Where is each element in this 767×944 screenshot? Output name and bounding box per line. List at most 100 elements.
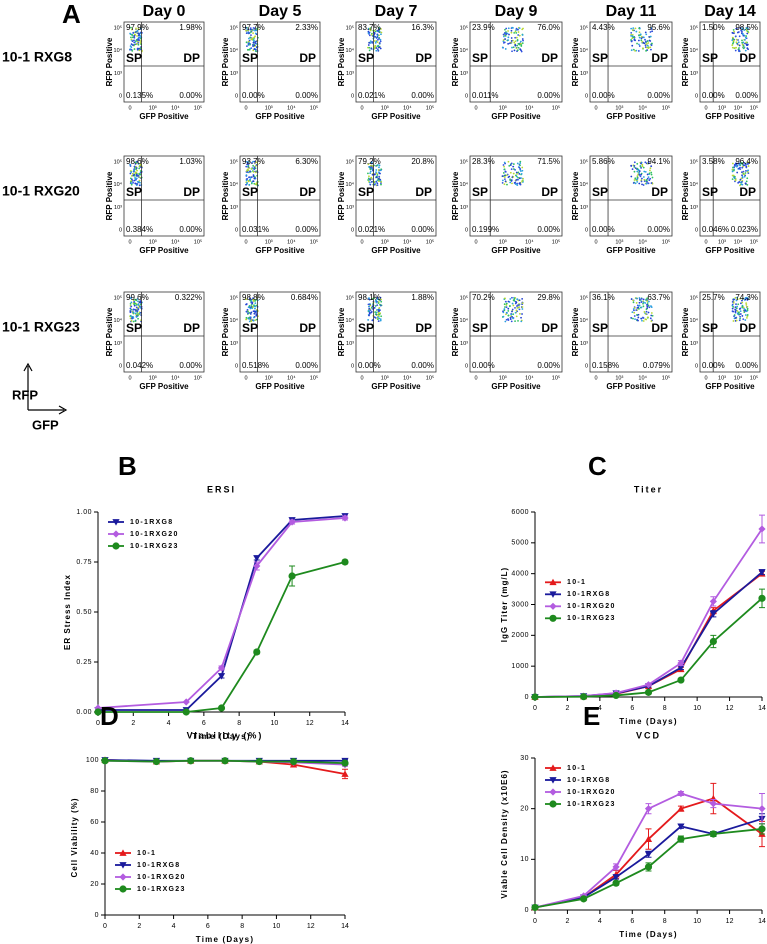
flow-x-tick-label: 10⁴	[525, 374, 534, 381]
quadrant-name: DP	[415, 51, 432, 65]
event-dot	[248, 176, 250, 179]
marker	[644, 835, 653, 842]
flow-y-tick-label: 10⁴	[114, 317, 123, 324]
event-dot	[249, 176, 252, 179]
legend-marker	[549, 777, 557, 784]
event-dot	[369, 168, 372, 171]
event-dot	[136, 303, 138, 306]
series-line	[534, 528, 763, 698]
event-dot	[248, 32, 250, 34]
x-tick-label: 2	[131, 720, 135, 727]
event-dot	[512, 304, 515, 307]
event-dot	[368, 34, 371, 37]
plot-frame	[469, 291, 563, 373]
event-dot	[637, 39, 640, 42]
flow-y-tick-label: 0	[351, 93, 354, 99]
event-dot	[376, 29, 379, 32]
flow-y-tick-label: 10⁴	[460, 317, 469, 324]
event-dot	[519, 42, 522, 45]
x-tick-label: 8	[663, 705, 667, 712]
x-tick-label: 8	[237, 720, 241, 727]
event-dot	[515, 174, 517, 177]
event-dot	[514, 40, 517, 43]
event-dot	[731, 300, 734, 303]
event-dot	[521, 28, 524, 31]
flow-x-tick-label: 10⁴	[638, 104, 647, 111]
event-dot	[137, 38, 140, 41]
flow-x-tick-label: 10³	[615, 375, 623, 381]
flow-x-tick-label: 10³	[265, 375, 273, 381]
flow-x-tick-label: 10⁴	[287, 104, 296, 111]
event-dot	[137, 314, 139, 317]
event-dot	[136, 169, 138, 172]
event-dot	[517, 178, 519, 181]
event-dot	[732, 42, 734, 45]
event-dot	[254, 42, 257, 45]
event-dot	[503, 308, 506, 310]
event-dot	[746, 299, 749, 301]
flow-x-tick-label: 10⁴	[525, 104, 534, 111]
event-dot	[747, 161, 750, 164]
event-dot	[130, 315, 132, 317]
marker	[217, 673, 226, 680]
x-tick-label: 10	[273, 923, 281, 930]
event-dot	[131, 36, 134, 39]
x-tick-label: 0	[103, 923, 107, 930]
row-label: 10-1 RXG8	[2, 49, 72, 65]
event-dot	[650, 314, 653, 317]
event-dot	[746, 297, 749, 300]
quadrant-percent: 0.031%	[242, 225, 269, 234]
marker	[580, 895, 588, 903]
marker	[217, 704, 226, 712]
legend-marker	[119, 873, 127, 881]
marker	[758, 525, 766, 533]
quadrant-percent: 0.00%	[411, 91, 434, 100]
event-dot	[130, 43, 133, 46]
event-dot	[129, 163, 132, 166]
flow-y-label: RFP Positive	[451, 171, 460, 220]
plot-frame	[589, 291, 673, 373]
event-dot	[133, 43, 136, 46]
quadrant-percent: 6.30%	[295, 157, 318, 166]
event-dot	[132, 32, 135, 34]
flow-y-tick-label: 10³	[114, 71, 122, 77]
quadrant-name: DP	[183, 185, 200, 199]
event-dot	[504, 300, 507, 303]
event-dot	[649, 177, 652, 180]
flow-x-tick-label: 0	[594, 239, 597, 245]
event-dot	[504, 297, 506, 300]
x-tick-label: 10	[271, 720, 279, 727]
event-dot	[370, 33, 373, 36]
flow-y-tick-label: 10³	[230, 71, 238, 77]
event-dot	[747, 169, 750, 172]
event-dot	[516, 298, 519, 301]
legend-label: 10-1RXG8	[130, 519, 173, 526]
event-dot	[130, 179, 133, 182]
event-dot	[377, 49, 380, 52]
event-dot	[515, 36, 518, 39]
quadrant-percent: 16.3%	[411, 23, 434, 32]
event-dot	[742, 164, 745, 167]
key-arrow-head	[58, 405, 68, 415]
flow-x-tick-label: 10³	[149, 375, 157, 381]
event-dot	[254, 302, 257, 304]
event-dot	[741, 43, 744, 46]
legend-label: 10-1	[137, 850, 156, 857]
event-dot	[378, 177, 380, 180]
event-dot	[642, 317, 645, 319]
event-dot	[735, 41, 738, 44]
event-dot	[733, 164, 736, 167]
event-dot	[639, 298, 641, 301]
event-dot	[516, 172, 518, 175]
event-dot	[510, 320, 513, 323]
quadrant-percent: 5.86%	[592, 157, 615, 166]
event-dot	[251, 181, 253, 184]
event-dot	[513, 31, 516, 34]
event-dot	[368, 312, 371, 315]
flow-x-tick-label: 10³	[381, 375, 389, 381]
event-dot	[519, 183, 522, 186]
event-dot	[646, 181, 648, 183]
event-dot	[367, 303, 370, 306]
quadrant-name: SP	[472, 185, 488, 199]
quadrant-name: DP	[415, 185, 432, 199]
